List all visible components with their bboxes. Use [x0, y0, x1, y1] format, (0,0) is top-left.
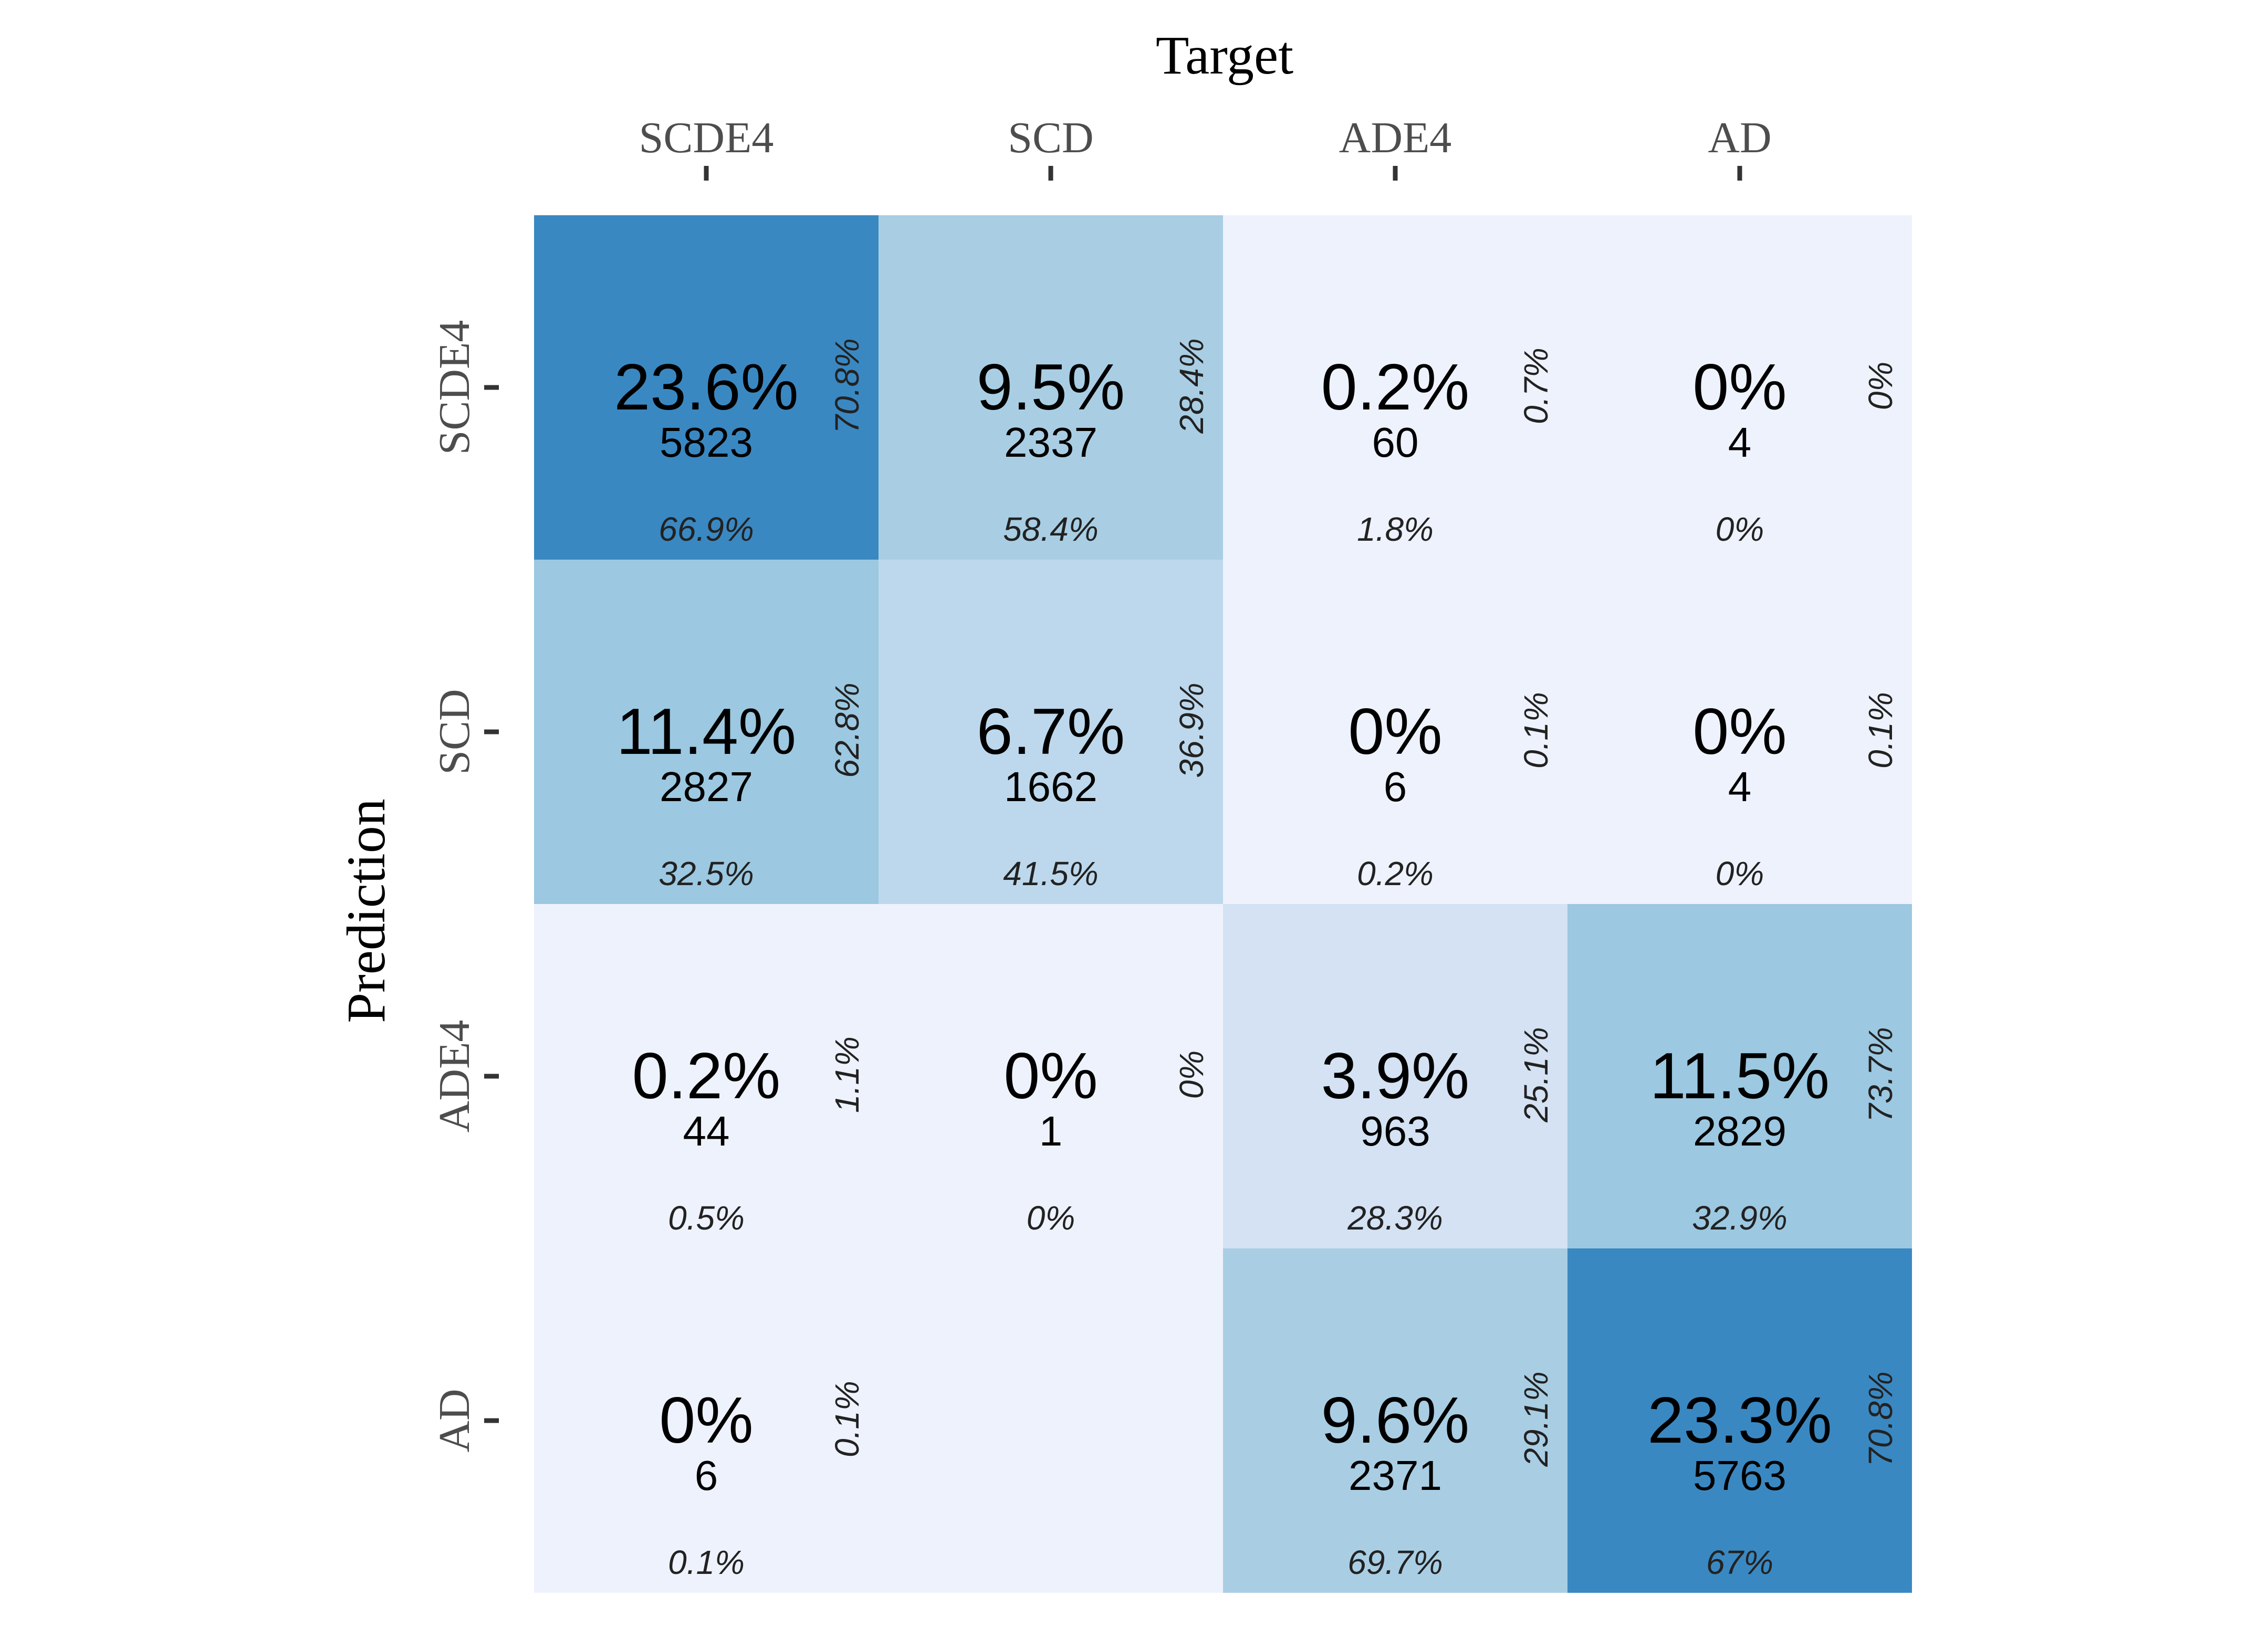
cell-count: 2829: [1693, 1108, 1786, 1154]
x-tick-label: SCD: [1008, 113, 1093, 162]
cell-row-percent: 0%: [1173, 1050, 1210, 1099]
y-axis-title: Prediction: [336, 799, 396, 1023]
heatmap-cell: [879, 215, 1223, 560]
cell-count: 44: [683, 1108, 730, 1154]
cell-column-percent: 66.9%: [659, 510, 754, 548]
cell-count: 4: [1728, 763, 1752, 810]
cell-count: 963: [1360, 1108, 1430, 1154]
cell-row-percent: 0%: [1862, 362, 1899, 411]
cell-total-percent: 9.6%: [1321, 1384, 1470, 1457]
heatmap-cell: [879, 904, 1223, 1248]
cell-count: 2371: [1349, 1452, 1442, 1499]
cell-column-percent: 32.5%: [659, 855, 754, 892]
cell-column-percent: 0%: [1716, 855, 1764, 892]
heatmap-cell-labels: 23.6%5823 66.9% 70.8% 9.5%2337 58.4% 28.4% 0.2…: [614, 338, 1899, 1581]
cell-count: 60: [1372, 419, 1419, 466]
heatmap-cell: [879, 560, 1223, 904]
heatmap-cell: [534, 560, 879, 904]
x-axis: Target SCDE4 SCD ADE4 AD: [639, 25, 1772, 181]
cell-total-percent: 0%: [659, 1384, 753, 1457]
cell-total-percent: 11.4%: [616, 696, 796, 768]
cell-total-percent: 0.2%: [632, 1040, 781, 1112]
cell-column-percent: 69.7%: [1347, 1543, 1443, 1581]
heatmap-cell: [1567, 560, 1912, 904]
cell-row-percent: 29.1%: [1517, 1371, 1555, 1467]
cell-count: 2337: [1004, 419, 1098, 466]
cell-column-percent: 0.5%: [668, 1199, 745, 1237]
heatmap-cell: [1567, 904, 1912, 1248]
cell-count: 5823: [660, 419, 753, 466]
cell-count: 5763: [1693, 1452, 1786, 1499]
cell-row-percent: 62.8%: [828, 682, 866, 778]
cell-row-percent: 28.4%: [1173, 338, 1210, 434]
x-axis-title: Target: [1156, 25, 1293, 86]
cell-row-percent: 36.9%: [1173, 682, 1210, 778]
heatmap-cell: [534, 904, 879, 1248]
cell-row-percent: 0.1%: [1517, 692, 1555, 769]
x-tick-label: AD: [1708, 113, 1771, 162]
cell-column-percent: 41.5%: [1003, 855, 1098, 892]
heatmap-cell: [1223, 1248, 1567, 1593]
cell-column-percent: 28.3%: [1347, 1199, 1443, 1237]
y-tick-label: AD: [430, 1389, 479, 1452]
y-tick-label: SCD: [430, 689, 479, 774]
cell-row-percent: 70.8%: [828, 338, 866, 433]
y-tick-label: SCDE4: [430, 320, 479, 455]
cell-row-percent: 73.7%: [1862, 1027, 1899, 1122]
x-tick-label: ADE4: [1339, 113, 1452, 162]
cell-count: 6: [695, 1452, 718, 1499]
cell-total-percent: 3.9%: [1321, 1040, 1470, 1112]
cell-count: 4: [1728, 419, 1752, 466]
cell-count: 1: [1039, 1108, 1063, 1154]
cell-total-percent: 6.7%: [977, 696, 1125, 768]
x-tick-label: SCDE4: [639, 113, 774, 162]
cell-count: 2827: [660, 763, 753, 810]
cell-row-percent: 0.7%: [1517, 348, 1555, 424]
cell-column-percent: 0%: [1027, 1199, 1075, 1237]
heatmap-cell: [1223, 904, 1567, 1248]
heatmap-cell: [534, 215, 879, 560]
cell-total-percent: 0%: [1004, 1040, 1098, 1112]
cell-count: 6: [1384, 763, 1407, 810]
cell-total-percent: 0%: [1348, 696, 1442, 768]
cell-column-percent: 1.8%: [1357, 510, 1434, 548]
heatmap-cell: [1223, 215, 1567, 560]
cell-total-percent: 23.3%: [1647, 1384, 1832, 1457]
cell-total-percent: 0%: [1692, 696, 1786, 768]
cell-row-percent: 1.1%: [828, 1036, 866, 1113]
cell-column-percent: 67%: [1706, 1543, 1773, 1581]
cell-total-percent: 0.2%: [1321, 351, 1470, 424]
heatmap-cell: [1223, 560, 1567, 904]
cell-row-percent: 0.1%: [1862, 692, 1899, 769]
cell-row-percent: 70.8%: [1862, 1371, 1899, 1466]
cell-row-percent: 25.1%: [1517, 1027, 1555, 1122]
cell-column-percent: 0%: [1716, 510, 1764, 548]
cell-total-percent: 11.5%: [1650, 1040, 1830, 1112]
heatmap-cells: [534, 215, 1912, 1593]
y-tick-label: ADE4: [430, 1020, 479, 1133]
cell-count: 1662: [1004, 763, 1098, 810]
cell-total-percent: 0%: [1692, 351, 1786, 424]
cell-total-percent: 9.5%: [977, 351, 1125, 424]
cell-row-percent: 0.1%: [828, 1381, 866, 1457]
cell-column-percent: 58.4%: [1003, 510, 1098, 548]
heatmap-cell: [1567, 1248, 1912, 1593]
heatmap-cell: [534, 1248, 879, 1593]
cell-total-percent: 23.6%: [614, 351, 799, 424]
cell-column-percent: 0.1%: [668, 1543, 745, 1581]
cell-column-percent: 0.2%: [1357, 855, 1434, 892]
y-axis: Prediction SCDE4 SCD ADE4 AD: [336, 320, 499, 1453]
cell-column-percent: 32.9%: [1692, 1199, 1787, 1237]
heatmap-cell: [1567, 215, 1912, 560]
